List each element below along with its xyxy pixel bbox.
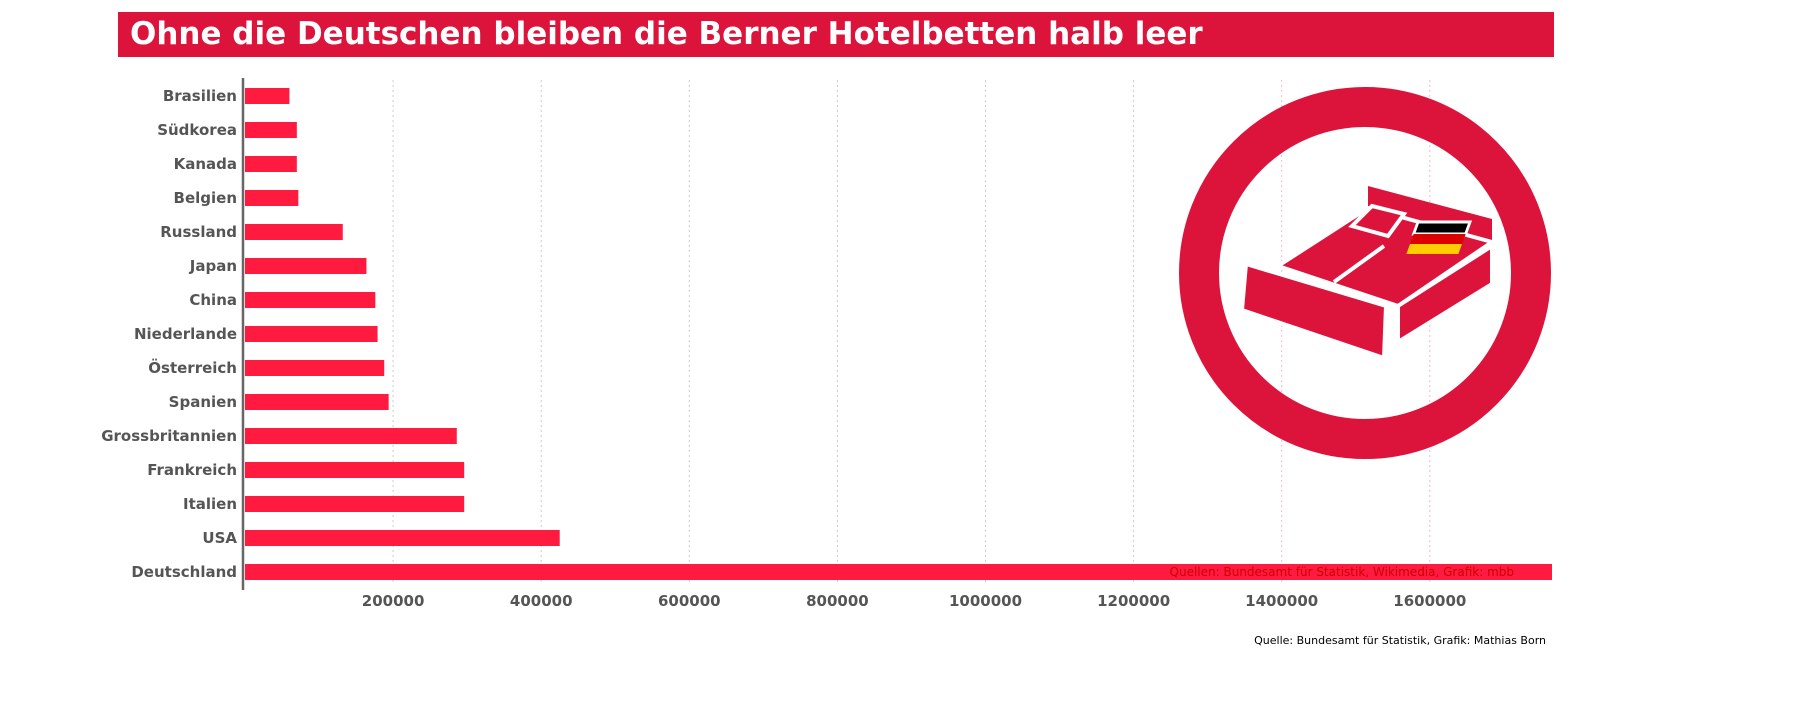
bar-14 — [245, 564, 1552, 580]
x-tick-label: 1200000 — [1097, 592, 1170, 610]
category-label: Deutschland — [131, 563, 237, 581]
category-label: Frankreich — [147, 461, 237, 479]
x-tick-label: 1400000 — [1245, 592, 1318, 610]
bar-0 — [245, 88, 290, 104]
bar-10 — [245, 428, 457, 444]
inset-credit-text: Quellen: Bundesamt für Statistik, Wikime… — [1170, 565, 1514, 579]
category-label: Italien — [183, 495, 237, 513]
x-tick-label: 400000 — [510, 592, 573, 610]
bar-4 — [245, 224, 343, 240]
x-tick-label: 1000000 — [949, 592, 1022, 610]
category-label: Russland — [160, 223, 237, 241]
german-flag-icon — [1406, 220, 1473, 254]
bed-icon — [1179, 87, 1551, 459]
bar-2 — [245, 156, 297, 172]
category-label: Niederlande — [134, 325, 237, 343]
category-label: USA — [202, 529, 237, 547]
category-label: Belgien — [174, 189, 237, 207]
title-banner: Ohne die Deutschen bleiben die Berner Ho… — [118, 12, 1554, 57]
bar-13 — [245, 530, 560, 546]
bar-11 — [245, 462, 465, 478]
bar-1 — [245, 122, 297, 138]
bar-12 — [245, 496, 465, 512]
x-tick-label: 1600000 — [1393, 592, 1466, 610]
category-label: Österreich — [148, 358, 237, 377]
category-label: Grossbritannien — [101, 427, 237, 445]
category-label: Spanien — [169, 393, 237, 411]
category-label: Japan — [189, 257, 237, 275]
category-label: China — [189, 291, 237, 309]
category-label: Südkorea — [157, 121, 237, 139]
bar-3 — [245, 190, 299, 206]
source-note: Quelle: Bundesamt für Statistik, Grafik:… — [1254, 634, 1546, 647]
chart-title: Ohne die Deutschen bleiben die Berner Ho… — [130, 16, 1203, 52]
x-tick-label: 600000 — [658, 592, 721, 610]
category-label: Kanada — [174, 155, 237, 173]
bar-8 — [245, 360, 385, 376]
category-label: Brasilien — [163, 87, 237, 105]
bar-6 — [245, 292, 376, 308]
bar-7 — [245, 326, 378, 342]
x-tick-label: 800000 — [806, 592, 869, 610]
bar-5 — [245, 258, 367, 274]
x-tick-label: 200000 — [362, 592, 425, 610]
bar-9 — [245, 394, 389, 410]
